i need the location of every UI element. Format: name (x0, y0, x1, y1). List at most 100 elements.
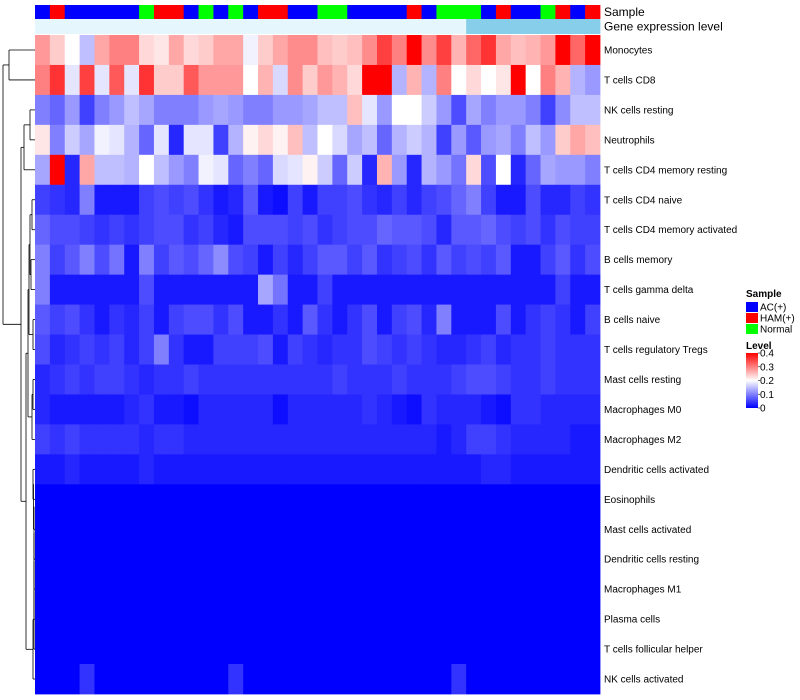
heatmap-cell (124, 64, 140, 96)
heatmap-cell (362, 124, 378, 156)
heatmap-cell (168, 634, 185, 665)
heatmap-cell (495, 154, 512, 186)
heatmap-cell (168, 35, 185, 66)
heatmap-cell (376, 574, 393, 605)
heatmap-cell (585, 544, 601, 575)
sample-annotation-cell (555, 5, 571, 19)
gene-expression-annotation-cell (332, 19, 348, 34)
heatmap-cell (436, 154, 452, 186)
heatmap-cell (64, 124, 81, 156)
heatmap-cell (451, 364, 467, 395)
heatmap-cell (481, 244, 497, 276)
heatmap-cell (272, 454, 289, 485)
heatmap-cell (124, 124, 140, 156)
row-label: Macrophages M0 (604, 405, 682, 416)
heatmap-cell (243, 364, 259, 395)
heatmap-cell (525, 394, 541, 425)
row-label: NK cells activated (604, 675, 683, 686)
heatmap-cell (94, 64, 110, 96)
heatmap-cell (258, 394, 274, 425)
heatmap-cell (35, 274, 51, 305)
heatmap-cell (287, 664, 304, 695)
heatmap-cell (94, 35, 110, 66)
sample-annotation-cell (362, 5, 378, 19)
heatmap-cell (272, 94, 289, 126)
heatmap-cell (451, 574, 467, 605)
heatmap-cell (585, 604, 601, 635)
heatmap-cell (35, 454, 51, 485)
legend: Sample AC(+)HAM(+)Normal Level 0.4 0.3 0.2… (746, 289, 795, 415)
heatmap-cell (35, 394, 51, 425)
heatmap-cell (64, 184, 81, 216)
heatmap-cell (421, 94, 437, 126)
sample-annotation-cell (272, 5, 289, 19)
heatmap-cell (406, 244, 422, 276)
heatmap-cell (436, 604, 452, 635)
heatmap-cell (436, 64, 452, 96)
heatmap-cell (153, 544, 170, 575)
heatmap-cell (198, 274, 214, 305)
heatmap-cell (540, 35, 556, 66)
heatmap-cell (287, 454, 304, 485)
heatmap-cell (525, 94, 541, 126)
heatmap-cell (183, 424, 199, 455)
gene-expression-annotation-cell (168, 19, 185, 34)
heatmap-cell (109, 154, 125, 186)
annotation-bars (35, 5, 601, 34)
heatmap-cell (168, 124, 185, 156)
heatmap-cell (540, 424, 556, 455)
gene-expression-annotation-cell (139, 19, 155, 34)
heatmap-cell (79, 154, 95, 186)
heatmap-cell (421, 154, 437, 186)
heatmap-cell (347, 454, 363, 485)
heatmap-cell (495, 274, 512, 305)
heatmap-cell (317, 364, 333, 395)
heatmap-cell (49, 94, 66, 126)
heatmap-cell (258, 184, 274, 216)
heatmap-cell (585, 35, 601, 66)
row-dendrogram (2, 49, 35, 680)
heatmap-cell (243, 604, 259, 635)
row-label: T cells gamma delta (604, 285, 694, 296)
heatmap-cell (451, 35, 467, 66)
heatmap-cell (495, 64, 512, 96)
heatmap-cell (481, 664, 497, 695)
heatmap-cell (258, 64, 274, 96)
heatmap-cell (94, 634, 110, 665)
heatmap-cell (436, 35, 452, 66)
heatmap-cell (317, 454, 333, 485)
heatmap-cell (555, 35, 571, 66)
heatmap-cell (153, 244, 170, 276)
heatmap-cell (436, 94, 452, 126)
heatmap-cell (525, 364, 541, 395)
heatmap-cell (198, 94, 214, 126)
heatmap-cell (287, 394, 304, 425)
heatmap-cell (585, 634, 601, 665)
heatmap-cell (49, 454, 66, 485)
heatmap-cell (109, 514, 125, 545)
heatmap-cell (228, 274, 244, 305)
heatmap-cell (49, 214, 66, 246)
heatmap-cell (228, 454, 244, 485)
heatmap-cell (213, 424, 229, 455)
heatmap-cell (555, 184, 571, 216)
heatmap-cell (79, 35, 95, 66)
heatmap-cell (243, 274, 259, 305)
heatmap-cell (451, 124, 467, 156)
heatmap-cell (555, 304, 571, 335)
heatmap-cell (451, 514, 467, 545)
heatmap-cell (35, 35, 51, 66)
heatmap-cell (183, 64, 199, 96)
heatmap-cell (94, 124, 110, 156)
heatmap-cell (139, 454, 155, 485)
heatmap-cell (183, 364, 199, 395)
heatmap-cell (198, 514, 214, 545)
heatmap-cell (287, 154, 304, 186)
sample-annotation-cell (243, 5, 259, 19)
sample-annotation-cell (495, 5, 512, 19)
heatmap-cell (436, 454, 452, 485)
heatmap-cell (391, 184, 408, 216)
gene-expression-annotation-cell (228, 19, 244, 34)
heatmap-cell (198, 634, 214, 665)
